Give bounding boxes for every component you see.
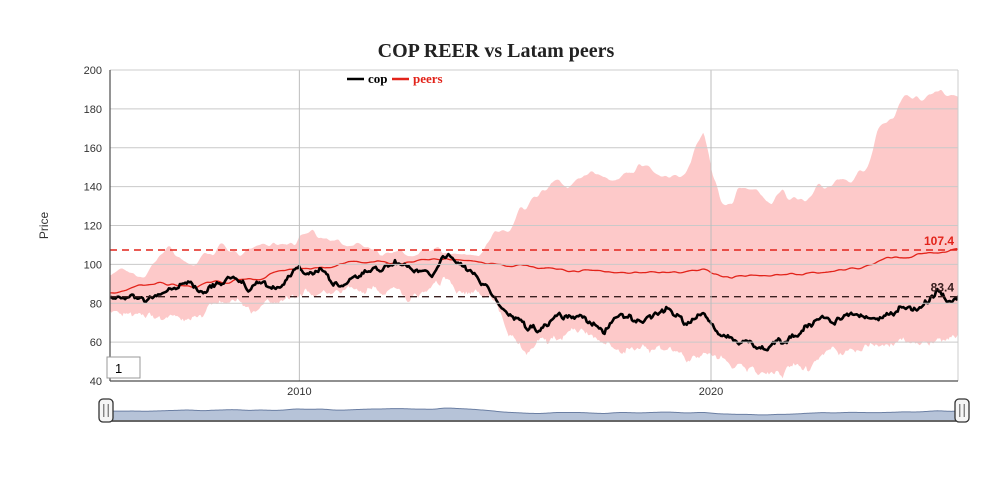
svg-text:120: 120: [84, 221, 102, 233]
svg-text:cop: cop: [368, 71, 388, 86]
svg-text:83.4: 83.4: [931, 281, 955, 295]
svg-text:100: 100: [84, 259, 102, 271]
svg-text:2020: 2020: [699, 386, 723, 398]
svg-text:140: 140: [84, 182, 102, 194]
svg-text:2010: 2010: [287, 386, 311, 398]
svg-text:200: 200: [84, 65, 102, 77]
svg-text:60: 60: [90, 337, 102, 349]
svg-text:80: 80: [90, 298, 102, 310]
svg-text:107.4: 107.4: [924, 234, 954, 248]
svg-text:160: 160: [84, 143, 102, 155]
svg-text:peers: peers: [413, 71, 443, 86]
svg-text:1: 1: [115, 361, 122, 376]
svg-text:180: 180: [84, 104, 102, 116]
svg-text:Price: Price: [37, 212, 51, 240]
svg-text:40: 40: [90, 376, 102, 388]
